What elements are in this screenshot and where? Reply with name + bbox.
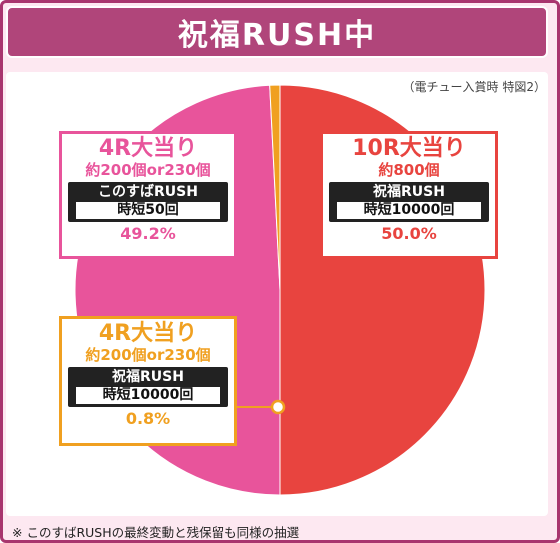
label-4r-konosuba-time: 時短50回: [76, 202, 220, 219]
label-4r-shukufuku-rush: 祝福RUSH: [112, 369, 184, 385]
label-10r-pct: 50.0%: [381, 224, 437, 243]
label-4r-shukufuku-rush-box: 祝福RUSH 時短10000回: [68, 367, 228, 407]
pie-slice-4r-shukufuku: [269, 84, 281, 291]
page-title: 祝福RUSH中: [177, 18, 377, 53]
title-bar: 祝福RUSH中: [6, 6, 548, 58]
spin-condition-note: （電チュー入賞時 特図2）: [402, 80, 546, 94]
label-10r: 10R大当り 約800個 祝福RUSH 時短10000回 50.0%: [320, 131, 498, 259]
label-4r-konosuba-rush: このすばRUSH: [98, 184, 198, 200]
label-10r-sub: 約800個: [378, 161, 440, 179]
label-4r-konosuba-sub: 約200個or230個: [85, 161, 211, 179]
label-10r-head: 10R大当り: [352, 136, 466, 161]
label-4r-konosuba: 4R大当り 約200個or230個 このすばRUSH 時短50回 49.2%: [59, 131, 237, 259]
label-4r-shukufuku-sub: 約200個or230個: [85, 346, 211, 364]
label-4r-konosuba-head: 4R大当り: [98, 136, 198, 161]
leader-dot: [270, 399, 286, 415]
label-10r-rush: 祝福RUSH: [373, 184, 445, 200]
label-4r-shukufuku-head: 4R大当り: [98, 321, 198, 346]
label-4r-konosuba-pct: 49.2%: [120, 224, 176, 243]
label-10r-rush-box: 祝福RUSH 時短10000回: [329, 182, 489, 222]
label-4r-shukufuku: 4R大当り 約200個or230個 祝福RUSH 時短10000回 0.8%: [59, 316, 237, 446]
footnote: ※ このすばRUSHの最終変動と残保留も同様の抽選: [12, 525, 300, 540]
label-4r-shukufuku-time: 時短10000回: [76, 387, 220, 404]
label-4r-konosuba-rush-box: このすばRUSH 時短50回: [68, 182, 228, 222]
label-4r-shukufuku-pct: 0.8%: [125, 409, 171, 428]
label-10r-time: 時短10000回: [337, 202, 481, 219]
